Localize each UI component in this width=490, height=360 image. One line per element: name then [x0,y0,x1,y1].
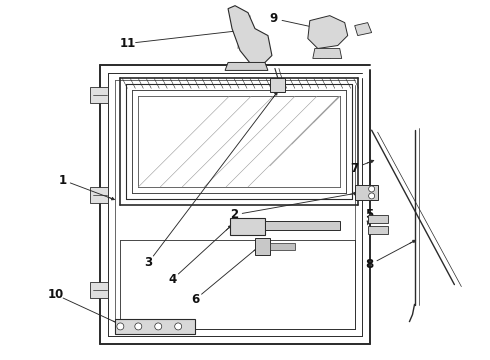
Text: 5: 5 [366,208,374,221]
Polygon shape [308,15,348,49]
Polygon shape [265,221,340,230]
Polygon shape [270,78,285,92]
Polygon shape [91,187,108,203]
Polygon shape [91,87,108,103]
Text: 10: 10 [48,288,64,301]
Polygon shape [228,6,272,66]
Polygon shape [355,23,371,36]
Text: 4: 4 [168,273,176,286]
Circle shape [175,323,182,330]
Text: 2: 2 [230,208,238,221]
Polygon shape [368,215,388,223]
Polygon shape [270,243,295,250]
Text: 3: 3 [144,256,152,269]
Circle shape [117,323,124,330]
Text: 8: 8 [366,258,374,271]
Circle shape [155,323,162,330]
Text: 1: 1 [58,174,67,186]
Circle shape [368,193,375,199]
Polygon shape [355,185,378,200]
Polygon shape [255,238,270,255]
Text: 9: 9 [270,12,278,25]
Polygon shape [225,62,268,71]
Text: 6: 6 [191,293,199,306]
Polygon shape [230,218,265,235]
Polygon shape [115,319,195,334]
Polygon shape [368,226,388,234]
Circle shape [135,323,142,330]
Circle shape [368,186,375,192]
Text: 11: 11 [119,37,135,50]
Polygon shape [91,282,108,298]
Text: 7: 7 [351,162,359,175]
Polygon shape [313,49,342,58]
